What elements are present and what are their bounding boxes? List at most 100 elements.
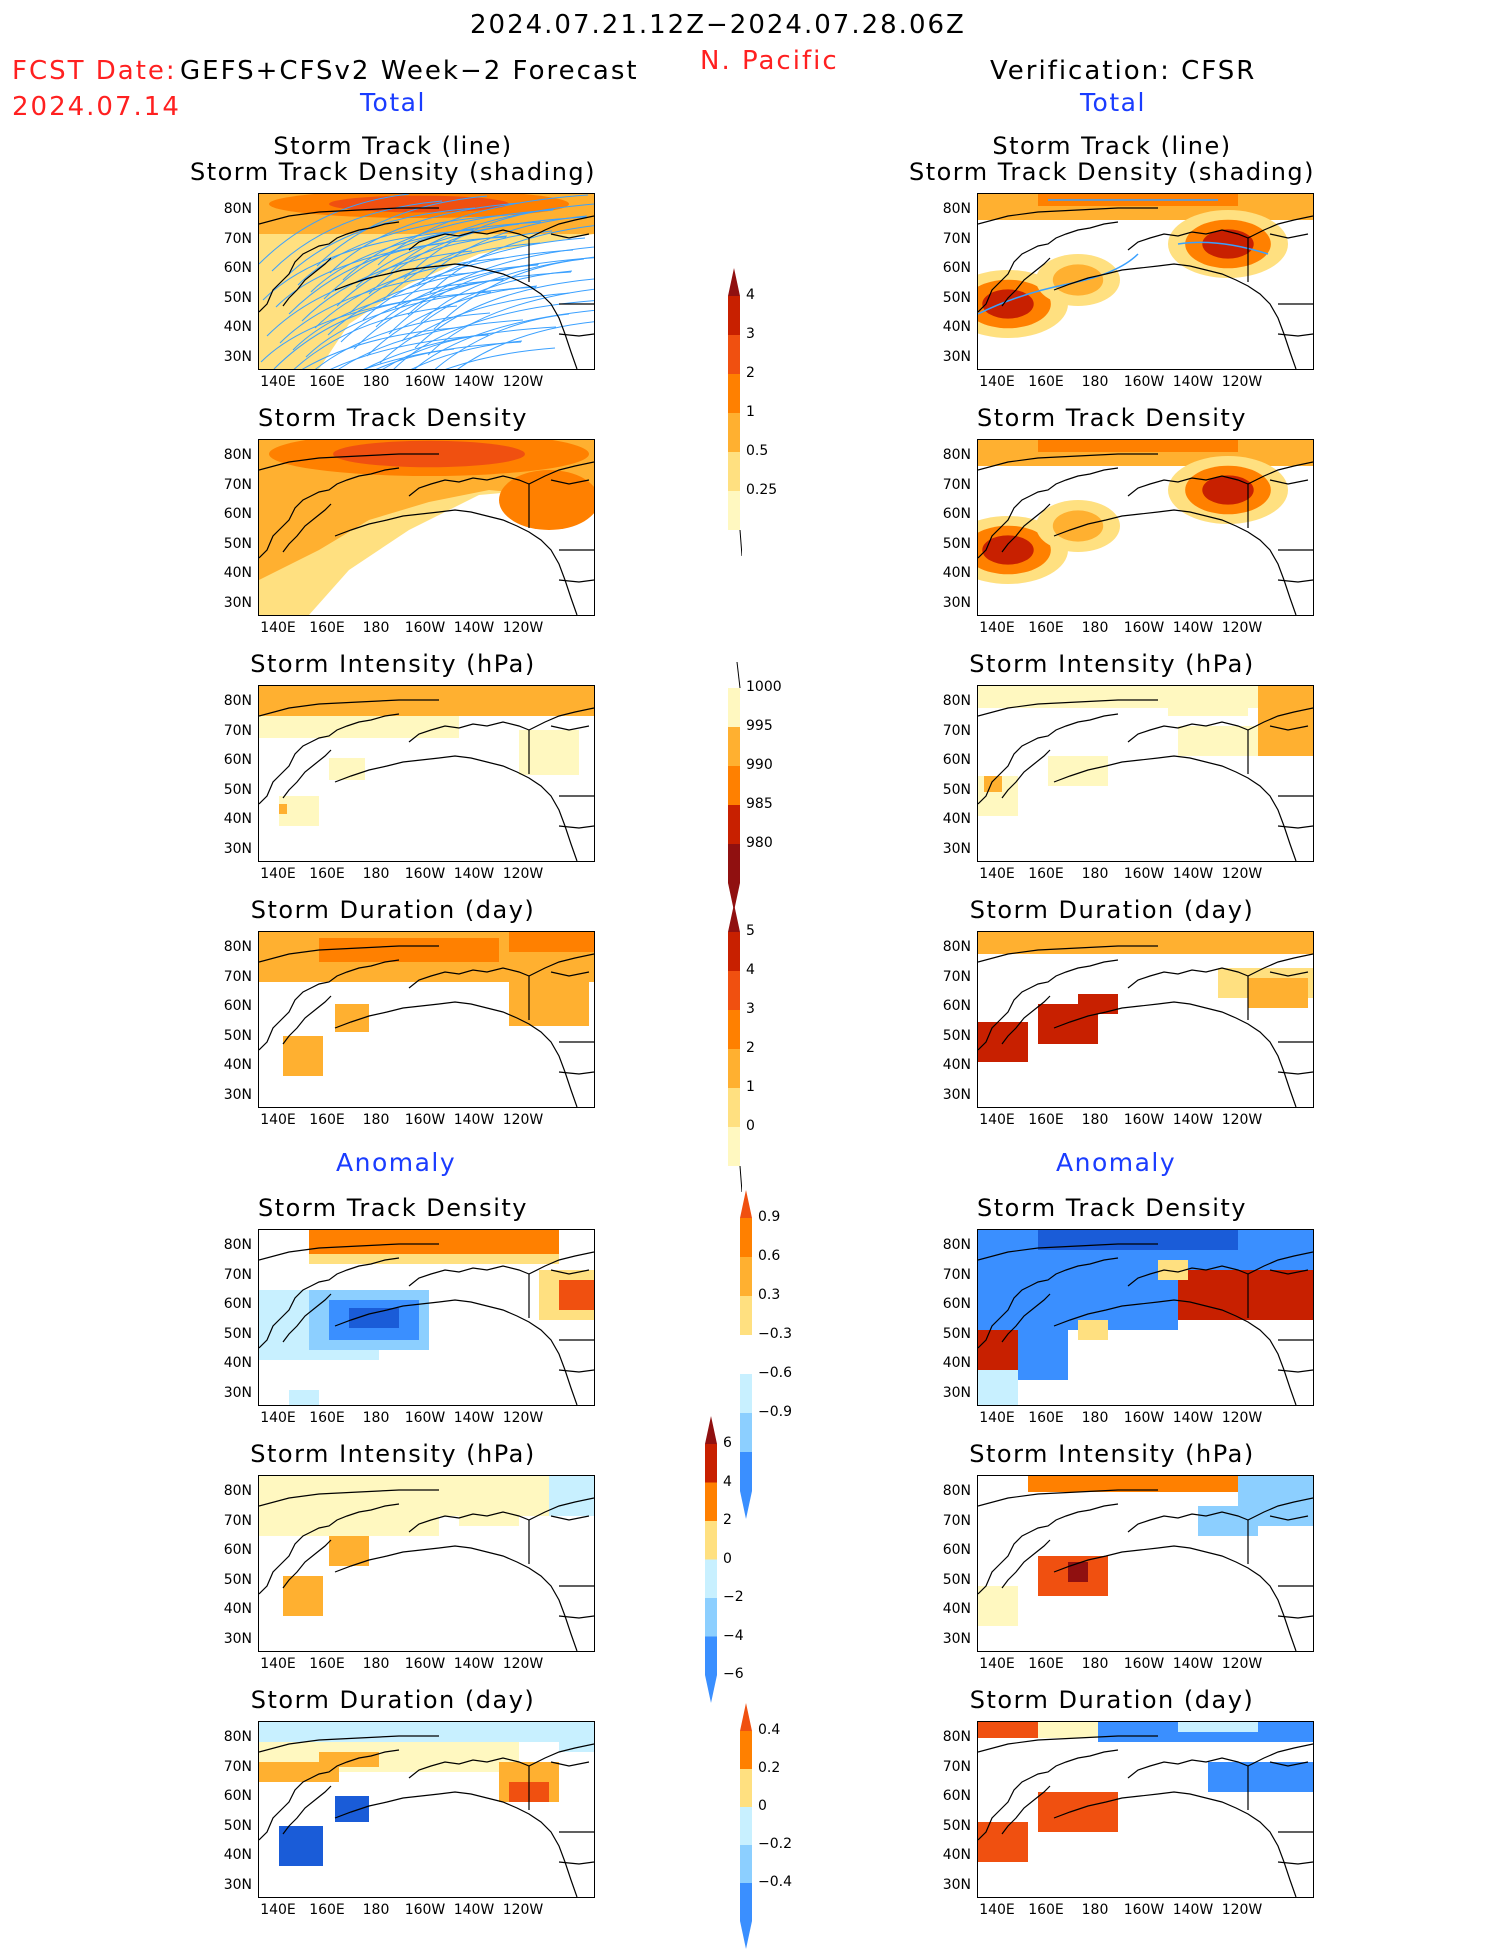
forecast-panel-4-xtick: 160W	[404, 1112, 446, 1128]
verification-panel-1-xtick: 120W	[1221, 374, 1263, 390]
coastline	[259, 945, 439, 963]
forecast-panel-5-xtick: 160E	[309, 1410, 345, 1426]
forecast-panel-1-xtick: 160E	[309, 374, 345, 390]
region-label: N. Pacific	[700, 46, 839, 76]
colorbar-density-total-label: 3	[746, 326, 755, 342]
storm-track-line	[301, 250, 473, 322]
coastline	[1053, 511, 1159, 537]
forecast-panel-1-ytick: 40N	[223, 319, 252, 335]
anomaly-label-left: Anomaly	[336, 1148, 457, 1177]
forecast-panel-5-xtick: 140W	[453, 1410, 495, 1426]
verification-panel-4-ytick: 70N	[942, 968, 971, 985]
intensity-shade	[259, 716, 459, 738]
colorbar-duration-total-segment	[728, 1010, 740, 1049]
coastline	[978, 1243, 1158, 1261]
verification-panel-6-ytick: 30N	[942, 1630, 971, 1647]
coastline	[1127, 475, 1249, 497]
colorbar-density-anom-segment	[740, 1335, 752, 1374]
forecast-panel-5-ytick: 40N	[223, 1355, 252, 1371]
coastline	[1157, 1001, 1297, 1107]
colorbar-intensity-anom	[705, 1416, 717, 1703]
forecast-panel-5-xtick: 140E	[260, 1410, 296, 1426]
coastline	[259, 699, 439, 717]
storm-track-line	[388, 263, 540, 335]
forecast-panel-6-xtick: 160E	[309, 1656, 345, 1672]
colorbar-duration-anom-arrow-top	[740, 1703, 752, 1731]
anomaly-shade	[549, 1476, 594, 1516]
forecast-panel-1-xtick: 120W	[502, 374, 544, 390]
forecast-panel-2-ytick: 70N	[223, 476, 252, 493]
forecast-panel-3-map	[258, 685, 595, 862]
anomaly-shade	[1038, 1722, 1098, 1738]
verification-panel-5-xtick: 160E	[1028, 1410, 1064, 1426]
storm-track-line	[292, 279, 504, 351]
coastline	[334, 1547, 440, 1573]
colorbar-intensity-total-segment	[728, 805, 740, 844]
coastline	[1277, 1615, 1313, 1619]
storm-track-line	[260, 291, 492, 363]
coastline	[550, 725, 590, 731]
left-p3-title: Storm Intensity (hPa)	[250, 650, 536, 678]
density-shade	[1202, 475, 1254, 505]
forecast-panel-5-ytick: 50N	[223, 1325, 252, 1342]
verification-panel-5-ytick: 60N	[942, 1296, 971, 1312]
intensity-shade	[459, 706, 594, 716]
colorbar-intensity-total-segment	[728, 844, 740, 883]
forecast-panel-5-map	[258, 1229, 595, 1406]
verification-panel-6-ytick: 60N	[942, 1542, 971, 1558]
verification-panel-7-ytick: 30N	[942, 1876, 971, 1893]
fcst-date-value: 2024.07.14	[12, 92, 181, 122]
coastline	[408, 475, 530, 497]
verification-panel-5-xtick: 140E	[979, 1410, 1015, 1426]
anomaly-shade	[259, 1722, 594, 1742]
verification-panel-2-ytick: 30N	[942, 594, 971, 611]
anomaly-shade	[319, 1752, 379, 1767]
storm-track-line	[420, 256, 594, 323]
forecast-panel-4-xtick: 140E	[260, 1112, 296, 1128]
verification-panel-1-ytick: 30N	[942, 348, 971, 365]
verification-panel-3-xtick: 120W	[1221, 866, 1263, 882]
storm-track-line	[375, 348, 455, 369]
colorbar-density-anom-label: −0.3	[758, 1326, 792, 1342]
verification-panel-7-ytick: 70N	[942, 1758, 971, 1775]
forecast-panel-2-map	[258, 439, 595, 616]
coastline	[978, 699, 1158, 717]
colorbar-intensity-anom-label: 0	[723, 1550, 732, 1567]
verification-panel-3-ytick: 70N	[942, 722, 971, 739]
colorbar-duration-anom-segment	[740, 1769, 752, 1807]
forecast-panel-3-xtick: 160E	[309, 866, 345, 882]
storm-track-line	[349, 242, 541, 314]
forecast-panel-2-xtick: 120W	[502, 620, 544, 636]
storm-track-line	[379, 292, 571, 364]
storm-track-line	[427, 288, 594, 356]
coastline	[259, 1749, 400, 1841]
coastline	[978, 1257, 1119, 1349]
verification-panel-5-ytick: 80N	[942, 1237, 971, 1253]
storm-track-line	[355, 216, 587, 288]
forecast-panel-6-xtick: 140W	[453, 1656, 495, 1672]
coastline	[558, 579, 594, 583]
coastline	[1001, 995, 1051, 1045]
storm-track-line	[390, 203, 594, 273]
anomaly-shade	[1178, 1722, 1258, 1732]
verification-panel-6-xtick: 180	[1081, 1656, 1109, 1672]
verification-panel-5-ytick: 30N	[942, 1384, 971, 1401]
forecast-panel-1-ytick: 50N	[223, 289, 252, 306]
verification-panel-1-ytick: 80N	[942, 201, 971, 217]
coastline	[259, 1257, 400, 1349]
verification-panel-5-xtick: 160W	[1123, 1410, 1165, 1426]
colorbar-duration-total	[728, 904, 742, 1193]
forecast-panel-6-ytick: 70N	[223, 1512, 252, 1529]
coastline	[1157, 1791, 1297, 1897]
verification-panel-1-xtick: 160W	[1123, 374, 1165, 390]
coastline	[558, 1369, 594, 1373]
forecast-panel-2-ytick: 80N	[223, 447, 252, 463]
coastline	[1127, 1265, 1249, 1287]
left-p7-title: Storm Duration (day)	[250, 1686, 536, 1714]
verification-panel-2-ytick: 50N	[942, 535, 971, 552]
verification-panel-5-map	[977, 1229, 1314, 1406]
verification-panel-1-map	[977, 193, 1314, 370]
forecast-panel-7-ytick: 40N	[223, 1847, 252, 1863]
coastline	[334, 265, 440, 291]
right-p7-title: Storm Duration (day)	[969, 1686, 1255, 1714]
